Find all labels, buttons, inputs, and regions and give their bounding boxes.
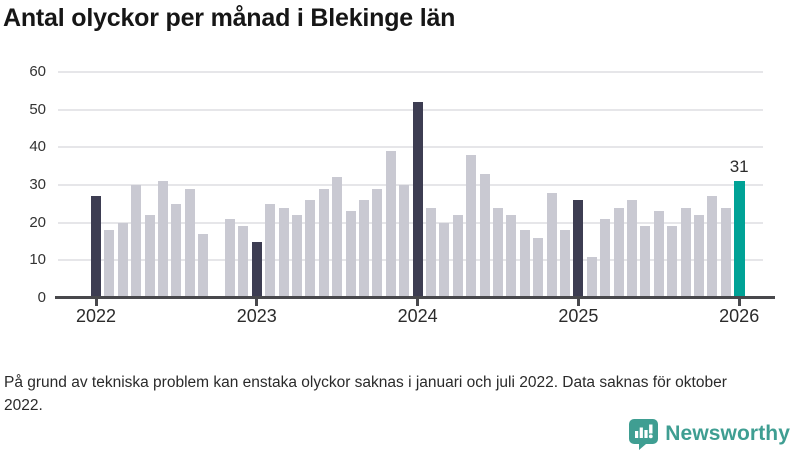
year-label-2022: 2022 [75,306,117,326]
newsworthy-bar-chart-icon [629,418,659,450]
bar-2023-01 [251,241,262,298]
bar-chart: 31 0 10 20 30 40 50 60 2022 2023 2024 2025 2026 [29,63,775,326]
year-label-2025: 2025 [558,306,599,326]
footnote-text: På grund av tekniska problem kan enstaka… [4,374,727,414]
bar-2025-01 [573,200,584,298]
bar-2022-09 [198,233,209,298]
bar-2022-07 [171,203,182,298]
bar-2024-03 [439,222,450,298]
bar-2025-07 [653,211,664,298]
chart-title: Antal olyckor per månad i Blekinge län [3,4,456,32]
year-label-2026: 2026 [719,306,760,326]
y-tick-label-40: 40 [29,138,46,156]
bar-2024-09 [519,230,530,298]
bar-2025-03 [600,218,611,298]
bar-2024-06 [479,173,490,298]
bar-2024-04 [452,215,463,298]
bar-2025-08 [667,226,678,298]
bar-2023-05 [305,200,316,298]
bar-2024-05 [466,154,477,298]
bar-2024-01 [412,102,423,298]
x-tick-2026 [737,299,741,306]
bar-2025-05 [627,200,637,298]
bar-2023-12 [399,185,410,298]
bar-2023-07 [332,177,343,298]
bar-2022-01 [91,196,101,298]
bar-2022-12 [238,226,249,298]
x-axis-line [55,296,775,299]
bar-2022-11 [225,218,235,298]
bar-2023-08 [345,211,356,298]
bar-2023-03 [278,207,289,298]
year-label-2024: 2024 [397,306,438,326]
gridline-50 [58,108,763,111]
x-tick-2022 [94,299,98,306]
bar-2025-11 [707,196,718,298]
bar-2022-05 [144,215,155,298]
bar-2023-09 [359,200,369,298]
year-label-2023: 2023 [236,306,277,326]
bar-2025-12 [720,207,731,298]
y-tick-label-20: 20 [29,213,46,231]
bar-2023-06 [318,188,329,298]
plot-area: 31 [58,71,770,298]
x-tick-2025 [576,299,580,306]
bar-2022-02 [104,230,115,298]
bar-2026-01 [733,181,745,298]
bar-2025-02 [586,256,597,298]
gridline-20 [58,221,763,224]
y-tick-label-0: 0 [37,289,46,306]
bar-2025-09 [680,207,691,298]
bar-2025-04 [613,207,624,298]
bar-2024-11 [546,192,557,298]
y-tick-label-10: 10 [29,251,46,269]
bar-2022-08 [184,188,195,298]
bar-2022-06 [158,181,168,298]
gridline-40 [58,146,763,149]
latest-value-label: 31 [729,157,749,177]
gridline-10 [58,259,763,262]
bar-2022-03 [117,222,128,298]
newsworthy-wordmark: Newsworthy [665,422,790,445]
bar-2023-04 [292,215,302,298]
gridline-30 [58,184,763,186]
bar-2024-12 [560,230,570,298]
bar-2022-04 [131,185,142,298]
x-tick-2024 [416,299,420,306]
bar-2024-07 [493,207,503,298]
bar-2025-06 [640,226,651,298]
bar-2023-10 [372,188,383,298]
bar-2025-10 [694,215,704,298]
newsworthy-logo: Newsworthy [629,418,790,450]
bar-2023-11 [385,151,396,298]
x-tick-2023 [255,299,259,306]
bar-2024-08 [506,215,517,298]
y-tick-label-30: 30 [29,176,46,193]
bar-2024-02 [426,207,436,298]
bar-2024-10 [533,237,544,298]
y-tick-label-60: 60 [29,63,46,80]
y-tick-label-50: 50 [29,100,46,118]
bar-2023-02 [265,203,276,298]
gridline-60 [58,71,763,73]
